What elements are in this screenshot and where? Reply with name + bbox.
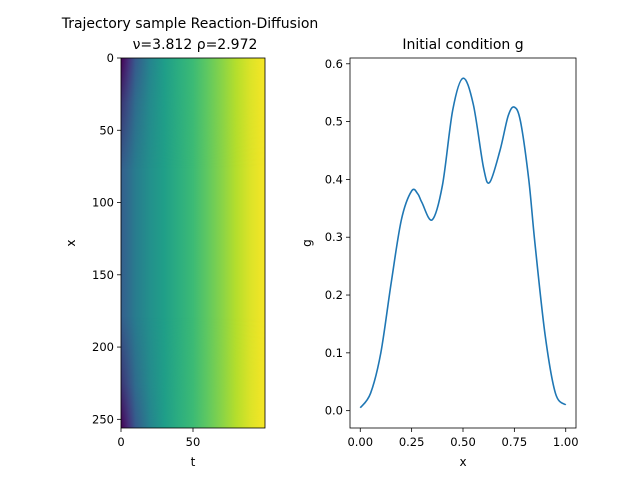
line-x-tick-label: 0.75 <box>502 435 528 449</box>
heatmap-y-tick-label: 250 <box>92 412 114 426</box>
line-x-ticks: 0.00 0.25 0.50 0.75 1.00 <box>347 428 579 449</box>
heatmap-y-ticks: 0 50 100 150 200 250 <box>92 51 121 426</box>
line-y-tick-label: 0.2 <box>325 288 343 302</box>
heatmap-x-ticks: 0 50 <box>117 428 200 449</box>
line-y-tick-label: 0.4 <box>325 172 343 186</box>
line-chart: Initial condition g 0.00.10.20.30.40.50.… <box>300 37 579 469</box>
line-x-tick-label: 0.00 <box>347 435 373 449</box>
heatmap-y-tick-label: 0 <box>107 51 114 65</box>
heatmap-x-tick-label: 50 <box>186 435 201 449</box>
line-y-tick-label: 0.3 <box>325 230 343 244</box>
heatmap-chart: Trajectory sample Reaction-Diffusion ν=3… <box>61 16 319 469</box>
g-series-line <box>359 77 567 409</box>
line-ylabel: g <box>300 239 314 247</box>
line-y-tick-label: 0.5 <box>325 115 343 129</box>
line-y-ticks: 0.0 0.1 0.2 0.3 0.4 0.5 0.6 <box>325 57 350 418</box>
heatmap-image-edges <box>121 58 265 428</box>
heatmap-y-tick-label: 50 <box>99 123 114 137</box>
line-title: Initial condition g <box>402 37 523 53</box>
line-y-tick-label: 0.6 <box>325 57 343 71</box>
line-plot-frame <box>349 57 577 429</box>
heatmap-title: Trajectory sample Reaction-Diffusion <box>61 16 319 32</box>
line-xlabel: x <box>459 455 466 469</box>
line-x-tick-label: 0.25 <box>399 435 425 449</box>
heatmap-y-tick-label: 200 <box>92 340 114 354</box>
line-y-tick-label: 0.1 <box>325 346 343 360</box>
line-x-tick-label: 0.50 <box>450 435 476 449</box>
heatmap-xlabel: t <box>191 455 196 469</box>
heatmap-y-tick-label: 150 <box>92 268 114 282</box>
heatmap-x-tick-label: 0 <box>117 435 124 449</box>
line-x-tick-label: 1.00 <box>553 435 579 449</box>
heatmap-subtitle: ν=3.812 ρ=2.972 <box>133 37 258 53</box>
heatmap-y-tick-label: 100 <box>92 196 114 210</box>
line-y-tick-label: 0.0 <box>325 404 343 418</box>
heatmap-ylabel: x <box>64 239 78 246</box>
